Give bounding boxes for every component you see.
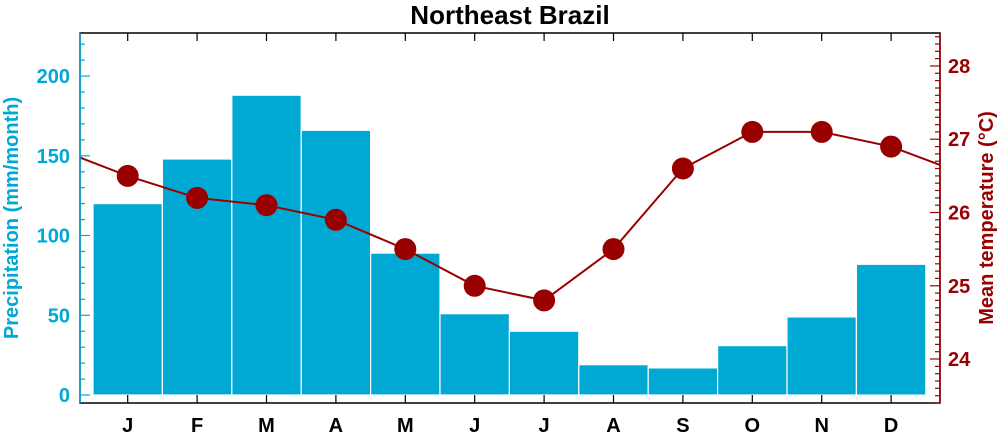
temperature-point — [463, 274, 486, 297]
x-tick-label: A — [329, 415, 343, 434]
temperature-point — [602, 238, 625, 261]
precipitation-bar — [508, 330, 580, 396]
x-tick-label: S — [676, 415, 689, 434]
y-axis-left-label: Precipitation (mm/month) — [1, 97, 23, 339]
precipitation-bar — [300, 129, 372, 396]
temperature-point — [394, 238, 417, 261]
precipitation-bar — [231, 94, 302, 396]
precipitation-bars — [92, 94, 927, 396]
y-right-tick-label: 27 — [948, 129, 970, 151]
temperature-point — [324, 208, 347, 231]
y-left-tick-label: 200 — [37, 66, 70, 88]
y-axis-right-label: Mean temperature (°C) — [976, 111, 998, 325]
chart-title: Northeast Brazil — [410, 0, 609, 30]
temperature-point — [116, 164, 139, 187]
temperature-point — [186, 186, 209, 209]
precipitation-bar — [855, 263, 927, 396]
x-tick-label: J — [122, 415, 133, 434]
temperature-point — [533, 289, 556, 312]
y-left-tick-label: 150 — [37, 146, 70, 168]
x-tick-label: O — [745, 415, 761, 434]
y-right-tick-label: 26 — [948, 203, 970, 225]
temperature-point — [880, 135, 903, 158]
temperature-point — [255, 194, 278, 217]
precipitation-bar — [578, 364, 649, 396]
x-tick-label: J — [469, 415, 480, 434]
y-left-tick-label: 0 — [59, 385, 70, 407]
precipitation-bar — [647, 367, 719, 396]
y-right-tick-label: 25 — [948, 276, 970, 298]
precipitation-bar — [786, 316, 858, 396]
x-tick-label: N — [814, 415, 828, 434]
precipitation-bar — [716, 345, 788, 396]
temperature-point — [741, 120, 764, 143]
y-axis-right: 24 25 26 27 28 — [930, 33, 971, 404]
y-left-tick-label: 50 — [48, 305, 70, 327]
precipitation-bar — [370, 252, 441, 396]
x-tick-label: J — [539, 415, 550, 434]
y-right-tick-label: 24 — [948, 349, 971, 371]
temperature-point — [810, 120, 833, 143]
precipitation-bar — [92, 203, 164, 396]
x-tick-label: D — [884, 415, 898, 434]
y-axis-left: 0 50 100 150 200 — [37, 33, 90, 407]
precipitation-bar — [439, 313, 511, 396]
x-tick-label: A — [606, 415, 620, 434]
x-tick-label: M — [258, 415, 275, 434]
temperature-line-layer — [79, 120, 941, 312]
x-tick-label: F — [191, 415, 203, 434]
x-tick-label: M — [397, 415, 414, 434]
temperature-line — [79, 130, 941, 302]
y-right-tick-label: 28 — [948, 56, 970, 78]
y-left-tick-label: 100 — [37, 226, 70, 248]
temperature-point — [671, 157, 694, 180]
